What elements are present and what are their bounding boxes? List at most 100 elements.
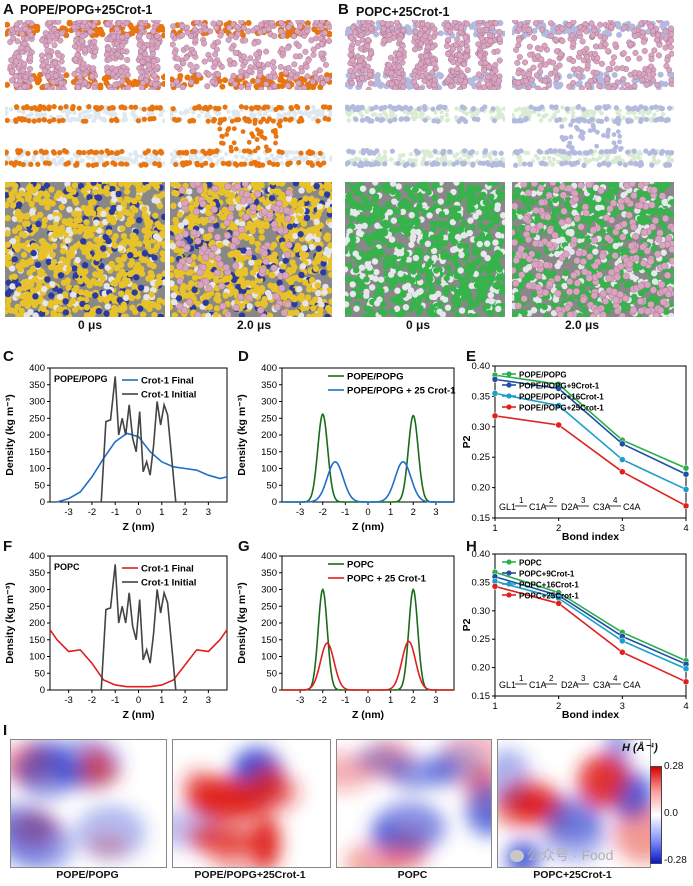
x-tick-label: 2 [411,507,416,518]
watermark-text: 公众号 · Food [527,847,614,863]
x-tick-label: -3 [296,695,304,706]
x-tick-label: -3 [64,695,72,706]
x-tick-label: -1 [341,695,349,706]
panel-letter-c: C [3,348,14,365]
panel-letter-g: G [238,538,250,555]
legend-label: Crot-1 Final [141,564,194,575]
bond-annotation: GL1 [499,502,516,512]
x-tick-label: -3 [296,507,304,518]
y-tick-label: 300 [29,397,45,408]
colorbar-tick-zero: 0.0 [664,808,678,819]
data-point [682,464,690,472]
y-tick-label: 50 [266,480,277,491]
x-tick-label: 2 [556,701,561,712]
panel-letter-i: I [3,722,8,739]
bond-annotation: C3A [593,502,611,512]
data-point [682,678,690,686]
x-tick-label: 2 [182,695,187,706]
data-point [491,583,499,590]
y-tick-label: 50 [34,668,45,679]
y-axis-label: P2 [462,435,473,448]
legend-marker [506,382,512,388]
time-label-a-final: 2.0 μs [236,318,272,332]
x-tick-label: -2 [319,695,327,706]
legend-marker [506,393,512,399]
simulation-snapshot [512,182,674,317]
x-tick-label: 2 [182,507,187,518]
panel-letter-a: A [3,1,14,18]
data-point [682,470,690,478]
x-tick-label: 3 [620,701,625,712]
y-tick-label: 0.30 [472,606,491,617]
y-tick-label: 200 [261,430,277,441]
legend-label: POPE/POPG+25Crot-1 [519,404,604,413]
legend-label: Crot-1 Final [141,376,194,387]
y-tick-label: 350 [29,568,45,579]
simulation-snapshot [5,182,165,317]
series-line [282,413,454,503]
heatmap-label-popc: POPC [397,869,428,881]
y-tick-label: 150 [29,447,45,458]
y-tick-label: 0 [40,497,45,508]
bond-annotation: C1A [529,502,547,512]
colorbar [650,766,662,864]
legend-label: POPC+9Crot-1 [519,570,575,579]
data-point [682,486,690,493]
y-tick-label: 0 [272,685,277,696]
legend-marker [506,559,512,565]
legend-label: POPC [519,559,542,568]
legend-label: Crot-1 Initial [141,578,196,589]
series-line [282,588,454,691]
panel-letter-d: D [238,348,249,365]
y-tick-label: 0.25 [472,452,491,463]
order-parameter-chart-pope-popg: 1 2 3 4 0.15 0.20 0.25 0.30 0.35 0.40 Bond index P2… [462,361,690,542]
y-axis-label: Density (kg m⁻³) [236,582,248,663]
panel-b-title: POPC+25Crot-1 [356,5,450,19]
bond-annotation: GL1 [499,680,516,690]
series-line [494,580,687,670]
y-tick-label: 400 [29,551,45,562]
legend-marker [506,570,512,576]
legend-label: POPE/POPG [519,371,567,380]
data-point [555,402,562,409]
panel-letter-h: H [466,538,477,555]
colorbar-tick-max: 0.28 [664,761,684,772]
inset-label: POPC [54,562,80,572]
y-axis-label: Density (kg m⁻³) [236,394,248,475]
data-point [491,376,499,383]
x-tick-label: 0 [136,507,141,518]
legend-label: POPE/POPG + 25 Crot-1 [347,386,456,397]
time-label-b-initial: 0 μs [405,318,431,332]
bond-annotation: 3 [581,674,586,683]
y-tick-label: 350 [29,380,45,391]
data-point [682,502,690,510]
y-tick-label: 250 [261,601,277,612]
x-tick-label: 0 [365,695,370,706]
panel-a-title: POPE/POPG+25Crot-1 [20,3,153,17]
colorbar-title: H (Å⁻¹) [622,742,658,754]
data-point [619,456,626,463]
y-tick-label: 250 [29,601,45,612]
x-tick-label: -1 [341,507,349,518]
x-tick-label: 1 [492,523,497,534]
x-tick-label: -2 [88,695,96,706]
plot-frame [494,365,687,519]
simulation-snapshot [345,182,505,317]
series-line [494,575,687,665]
x-tick-label: 1 [388,695,393,706]
series-line [49,629,228,688]
x-tick-label: 3 [433,507,438,518]
y-tick-label: 100 [261,464,277,475]
bond-annotation: C3A [593,680,611,690]
legend-marker [506,371,512,377]
y-tick-label: 150 [29,635,45,646]
y-tick-label: 200 [29,430,45,441]
y-tick-label: 0.35 [472,391,491,402]
y-tick-label: 0.20 [472,663,491,674]
y-tick-label: 50 [266,668,277,679]
density-chart-pope-popg: -3 -2 -1 0 1 2 3 0 50 100 150 200 250 300 350 400 Z (nm)… [4,363,228,532]
y-tick-label: 150 [261,635,277,646]
x-tick-label: -3 [64,507,72,518]
y-tick-label: 200 [29,618,45,629]
y-tick-label: 0.20 [472,483,491,494]
